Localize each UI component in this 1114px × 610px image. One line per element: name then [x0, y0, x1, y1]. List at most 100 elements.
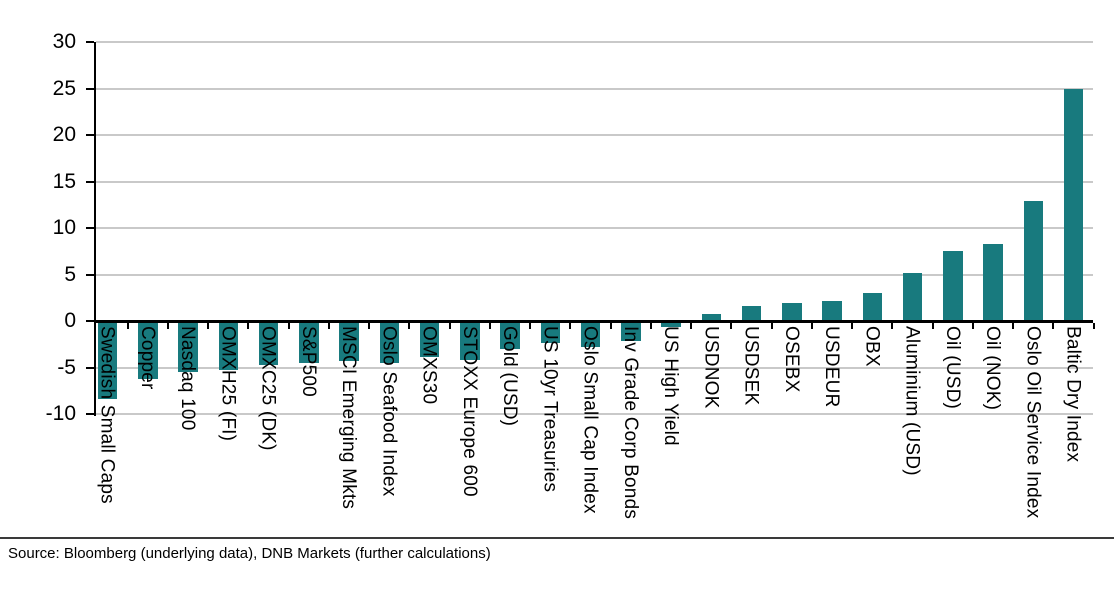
y-axis-tick-mark [86, 366, 94, 369]
x-axis-category-label: USDSEK [740, 326, 762, 406]
bar-5 [299, 321, 319, 363]
y-axis-tick-label: 30 [52, 30, 76, 53]
gridline-30 [96, 41, 1093, 43]
x-axis-tick-mark [368, 322, 371, 329]
y-axis-line [94, 42, 96, 416]
gridline--5 [96, 366, 1093, 369]
x-axis-category-label: Nasdaq 100 [177, 326, 198, 431]
x-axis-tick-mark [1092, 322, 1095, 329]
x-axis-tick-mark [529, 322, 532, 329]
bar-21 [943, 251, 963, 321]
x-axis-tick-mark [810, 322, 813, 329]
bar-3 [218, 321, 238, 371]
bar-22 [983, 243, 1003, 321]
x-axis-category-label: Oslo Seafood Index [378, 326, 400, 497]
x-axis-category-label: Copper [136, 326, 158, 390]
x-axis-tick-mark [931, 322, 934, 329]
x-axis-zero-line [94, 319, 1093, 323]
x-axis-category-label: Swedish Small Caps [96, 326, 118, 504]
bar-16 [741, 306, 762, 321]
x-axis-category-label: Gold (USD) [499, 326, 520, 427]
y-axis-tick-mark [86, 180, 94, 183]
bar-11 [540, 321, 560, 344]
x-axis-tick-mark [649, 322, 652, 329]
bar-13 [621, 321, 641, 341]
x-axis-category-label: Aluminium (USD) [901, 326, 923, 476]
x-axis-tick-mark [408, 322, 411, 329]
x-axis-tick-mark [609, 322, 612, 329]
x-axis-category-label: Oslo Small Cap Index [579, 326, 601, 514]
y-axis-tick-label: 15 [52, 169, 76, 193]
y-axis-tick-mark [86, 320, 94, 322]
y-axis-tick-label: 20 [52, 123, 76, 146]
gridline-20 [96, 134, 1093, 136]
bar-20 [902, 272, 923, 321]
gridline-10 [96, 227, 1093, 229]
bar-8 [419, 321, 440, 358]
y-axis-tick-label: -10 [45, 402, 76, 425]
bar-1 [138, 321, 158, 379]
bar-14 [661, 321, 681, 327]
bar-10 [500, 321, 520, 349]
bar-0 [97, 321, 118, 400]
gridline-15 [96, 180, 1093, 183]
x-axis-tick-mark [448, 322, 451, 329]
y-axis-tick-label: 10 [52, 216, 76, 239]
x-axis-category-label: Baltic Dry Index [1062, 326, 1084, 463]
x-axis-category-label: Oil (NOK) [982, 326, 1003, 411]
bar-12 [580, 321, 601, 348]
y-axis-tick-mark [86, 227, 94, 229]
x-axis-tick-mark [851, 322, 854, 329]
y-axis-tick-label: 5 [64, 262, 76, 286]
x-axis-category-label: USDEUR [821, 326, 842, 408]
x-axis-category-label: OMXC25 (DK) [257, 326, 279, 451]
bar-2 [178, 321, 198, 373]
x-axis-tick-mark [488, 322, 491, 329]
bar-7 [379, 321, 399, 363]
bar-6 [339, 321, 359, 361]
bar-19 [862, 293, 882, 321]
y-axis-tick-mark [86, 87, 94, 90]
x-axis-tick-mark [730, 322, 733, 329]
x-axis-tick-mark [770, 322, 773, 329]
gridline-25 [96, 87, 1093, 90]
x-axis-tick-mark [126, 322, 129, 329]
y-axis-tick-label: 0 [64, 309, 76, 332]
y-axis-tick-mark [86, 413, 94, 415]
gridline-5 [96, 273, 1093, 276]
x-axis-category-label: US 10yr Treasuries [539, 326, 561, 493]
bar-9 [460, 321, 480, 361]
x-axis-tick-mark [1012, 322, 1015, 329]
bar-15 [701, 313, 721, 321]
x-axis-category-label: OMXS30 [418, 326, 440, 405]
x-axis-tick-mark [247, 322, 250, 329]
x-axis-tick-mark [971, 322, 974, 329]
x-axis-tick-mark [287, 322, 290, 329]
x-axis-category-label: OSEBX [780, 326, 802, 393]
x-axis-category-label: Inv Grade Corp Bonds [619, 326, 641, 520]
y-axis-tick-mark [86, 134, 94, 136]
y-axis-tick-mark [86, 41, 94, 43]
footer-divider [0, 537, 1114, 539]
bar-23 [1023, 201, 1043, 321]
x-axis-tick-mark [1052, 322, 1055, 329]
x-axis-category-label: MSCI Emerging Mkts [338, 326, 359, 510]
x-axis-tick-mark [166, 322, 169, 329]
x-axis-category-label: OMXH25 (FI) [217, 326, 239, 442]
bar-18 [822, 301, 842, 321]
x-axis-category-label: USDNOK [700, 326, 722, 409]
y-axis-tick-mark [86, 273, 94, 276]
bar-17 [782, 303, 802, 321]
x-axis-tick-mark [327, 322, 330, 329]
x-axis-category-label: Oslo Oil Service Index [1022, 326, 1044, 519]
x-axis-tick-mark [569, 322, 572, 329]
x-axis-tick-mark [891, 322, 894, 329]
x-axis-tick-mark [690, 322, 693, 329]
x-axis-category-label: US High Yield [660, 326, 681, 446]
x-axis-category-label: STOXX Europe 600 [458, 326, 480, 497]
source-attribution: Source: Bloomberg (underlying data), DNB… [8, 545, 491, 562]
x-axis-category-label: S&P500 [297, 326, 319, 397]
x-axis-category-label: Oil (USD) [941, 326, 963, 410]
gridline--10 [96, 413, 1093, 415]
